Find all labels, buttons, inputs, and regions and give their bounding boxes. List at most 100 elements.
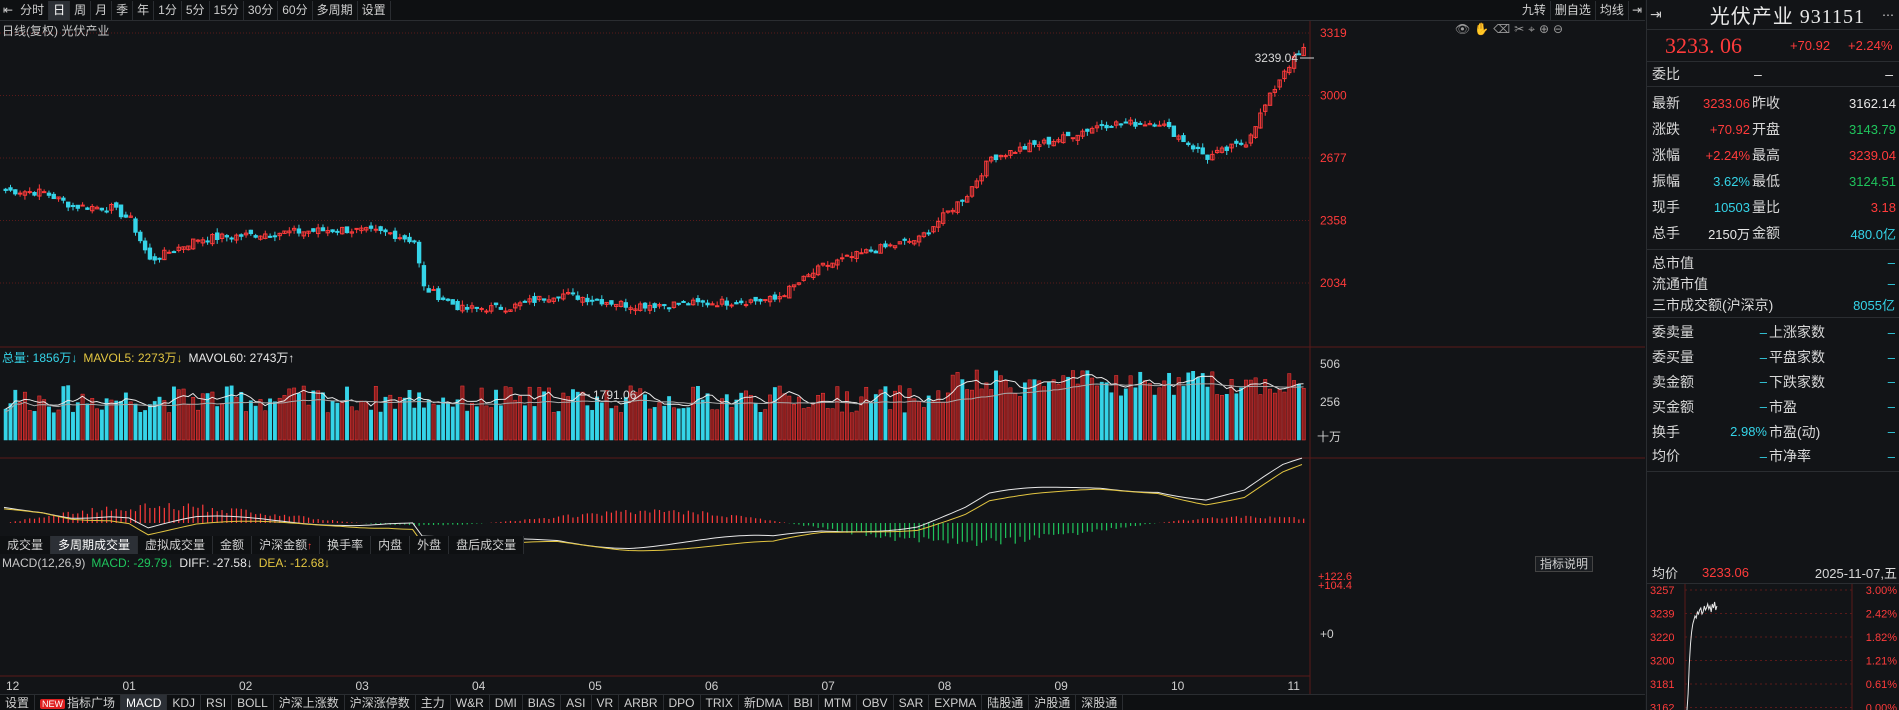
candle-body <box>37 188 42 197</box>
eye-icon[interactable]: 👁 <box>1455 22 1471 36</box>
candle-body <box>277 232 282 237</box>
candle-body <box>782 295 787 298</box>
candle-body <box>90 205 95 212</box>
breadth-label: 上涨家数 <box>1769 324 1825 341</box>
volume-bar <box>272 401 277 441</box>
indicator-tab[interactable]: W&R <box>451 695 490 710</box>
period-tab[interactable]: 年 <box>133 0 155 20</box>
indicator-tab[interactable]: TRIX <box>701 695 739 710</box>
candle-body <box>532 296 537 303</box>
indicator-tab[interactable]: 沪股通 <box>1029 695 1077 710</box>
mini-label: 均价 <box>1652 566 1679 581</box>
indicator-tab[interactable]: BBI <box>789 695 819 710</box>
period-tab[interactable]: 多周期 <box>313 0 358 20</box>
volume-bar <box>912 398 917 441</box>
indicator-tab[interactable]: MTM <box>819 695 858 710</box>
indicator-tab[interactable]: 新DMA <box>739 695 789 710</box>
volume-tab[interactable]: 外盘 <box>410 536 450 554</box>
remove-watchlist-button[interactable]: 删自选 <box>1551 0 1596 20</box>
candle-body <box>570 292 576 295</box>
volume-tab[interactable]: 多周期成交量 <box>51 536 139 554</box>
zoom-out-icon[interactable]: ⊖ <box>1553 22 1564 36</box>
mini-left-tick: 3239 <box>1650 609 1674 621</box>
dock-right-icon[interactable]: ⇥ <box>1631 3 1642 17</box>
ma-line-button[interactable]: 均线 <box>1596 0 1629 20</box>
candle-body <box>210 234 215 245</box>
indicator-tab[interactable]: 沪深上涨数 <box>274 695 345 710</box>
indicator-tab[interactable]: MACD <box>121 695 168 710</box>
zoom-in-icon[interactable]: ⊕ <box>1538 22 1550 36</box>
indicator-tab[interactable]: 沪深涨停数 <box>345 695 416 710</box>
period-tab[interactable]: 30分 <box>244 0 279 20</box>
period-tab[interactable]: 15分 <box>210 0 244 20</box>
candle-body <box>945 210 951 213</box>
volume-tab[interactable]: 成交量 <box>0 536 52 554</box>
kline-chart[interactable]: 3319 3000 2677 2358 2034 506 256 十万 +122.6+104.4… <box>0 0 1645 694</box>
period-tab[interactable]: 周 <box>70 0 92 20</box>
intraday-mini-chart[interactable]: 均价 3233.06 2025-11-07,五 3257 3.00% 3239 2.4… <box>1647 562 1899 710</box>
indicator-tab[interactable]: KDJ <box>167 695 202 710</box>
candle-body <box>590 299 595 302</box>
indicator-tab[interactable]: NEW 指标广场 <box>35 695 122 710</box>
period-tab[interactable]: 月 <box>91 0 113 20</box>
volume-bar <box>869 403 873 441</box>
indicator-tab[interactable]: 深股通 <box>1076 695 1124 710</box>
indicator-tab[interactable]: 主力 <box>416 695 451 710</box>
indicator-tab[interactable]: DMI <box>490 695 523 710</box>
period-tab[interactable]: 设置 <box>358 0 391 20</box>
period-tab[interactable]: 分时 <box>16 0 50 20</box>
volume-tab[interactable]: 金额 <box>213 536 253 554</box>
menu-icon[interactable]: ⋯ <box>1882 7 1894 22</box>
indicator-tab[interactable]: BIAS <box>523 695 562 710</box>
hand-icon[interactable]: ✋ <box>1474 22 1490 36</box>
indicator-tab[interactable]: SAR <box>894 695 930 710</box>
volume-bar <box>873 394 878 441</box>
indicator-tab[interactable]: 设置 <box>0 695 36 710</box>
volume-bar <box>3 408 8 441</box>
indicator-help-button[interactable]: 指标说明 <box>1535 556 1594 572</box>
volume-tab[interactable]: 虚拟成交量 <box>138 536 214 554</box>
period-tab[interactable]: 5分 <box>182 0 210 20</box>
period-tab[interactable]: 日 <box>49 0 71 20</box>
collapse-icon[interactable]: ⇥ <box>1650 6 1662 22</box>
period-tab[interactable]: 季 <box>112 0 134 20</box>
volume-bar <box>878 389 883 441</box>
indicator-tab[interactable]: ASI <box>561 695 592 710</box>
volume-tab[interactable]: 沪深金额↑ <box>252 536 321 554</box>
indicator-tab[interactable]: EXPMA <box>929 695 983 710</box>
indicator-tab[interactable]: OBV <box>857 695 894 710</box>
volume-bar <box>715 409 720 441</box>
volume-bar <box>147 404 152 441</box>
delete-icon[interactable]: ⌫ <box>1493 22 1511 36</box>
candle-body <box>551 297 556 302</box>
indicator-tab[interactable]: RSI <box>201 695 233 710</box>
period-tab[interactable]: 60分 <box>278 0 313 20</box>
volume-bar <box>859 396 864 441</box>
jiuzhuan-button[interactable]: 九转 <box>1518 0 1551 20</box>
indicator-tab[interactable]: BOLL <box>232 695 274 710</box>
dock-left-icon[interactable]: ⇤ <box>3 3 14 17</box>
candle-body <box>1234 140 1239 144</box>
marker-icon[interactable]: ⌖ <box>1528 22 1535 36</box>
candle-body <box>993 154 999 161</box>
candle-body <box>1147 122 1153 126</box>
scissors-icon[interactable]: ✂ <box>1514 22 1525 36</box>
candle-body <box>195 239 201 242</box>
volume-tab[interactable]: 换手率 <box>320 536 372 554</box>
period-tab[interactable]: 1分 <box>154 0 182 20</box>
indicator-tab[interactable]: DPO <box>664 695 701 710</box>
breadth-label: 市盈 <box>1769 398 1797 415</box>
volume-bar <box>1147 383 1152 441</box>
candle-body <box>700 300 705 303</box>
volume-bar <box>662 405 667 441</box>
indicator-tab[interactable]: VR <box>592 695 620 710</box>
candle-body <box>17 192 23 195</box>
candle-body <box>229 237 234 240</box>
volume-bar <box>56 409 61 441</box>
breadth-value: – <box>1759 324 1767 340</box>
volume-tab[interactable]: 内盘 <box>371 536 411 554</box>
volume-bar <box>705 393 710 441</box>
volume-tab[interactable]: 盘后成交量 <box>449 536 525 554</box>
indicator-tab[interactable]: 陆股通 <box>982 695 1030 710</box>
indicator-tab[interactable]: ARBR <box>619 695 664 710</box>
